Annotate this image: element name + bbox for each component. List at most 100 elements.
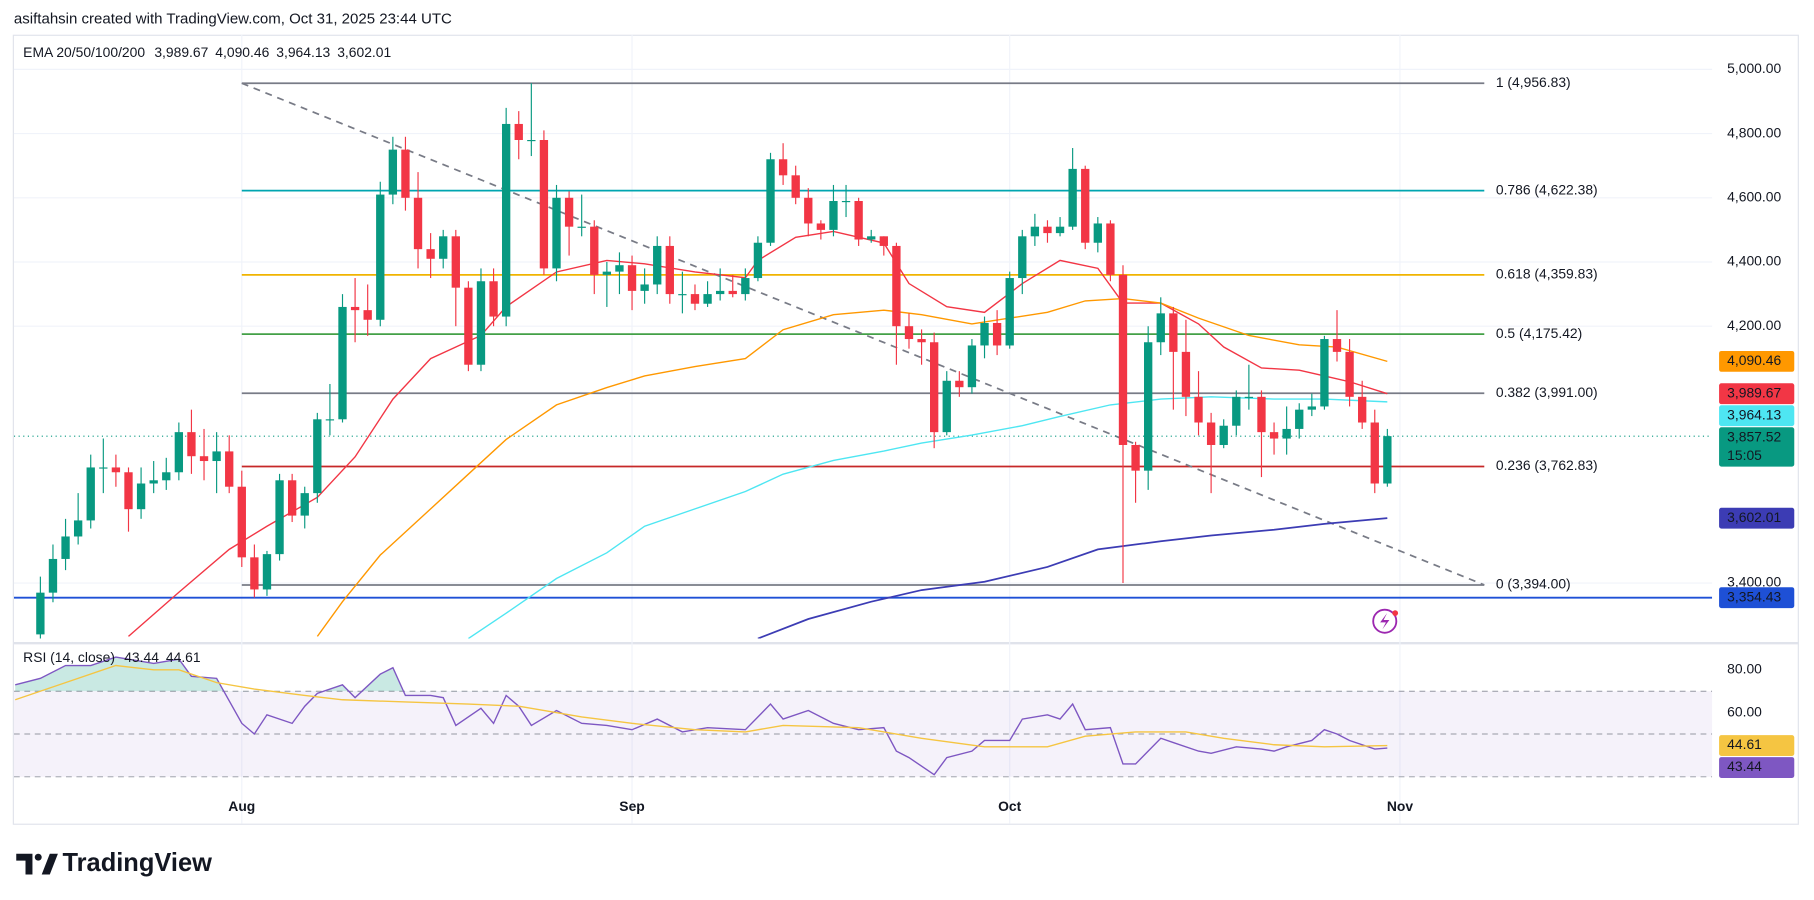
candle-body [892, 245, 901, 327]
rsi-overbought-fill [15, 657, 404, 692]
candle-body [992, 322, 1002, 346]
axis-value-box [1719, 757, 1795, 778]
candle-body [313, 419, 322, 494]
axis-value-box [1719, 350, 1795, 372]
candle-body [590, 226, 599, 275]
axis-value-box [1719, 405, 1795, 427]
rsi-tick-label: 80.00 [1727, 661, 1762, 677]
candle-body [728, 290, 737, 295]
candle-body [942, 380, 951, 433]
y-tick-label: 4,400.00 [1727, 253, 1781, 269]
candle-body [829, 200, 838, 230]
candle-body [1295, 409, 1304, 429]
candle-body [791, 175, 800, 198]
candle-body [451, 236, 460, 288]
candle-body [653, 245, 662, 285]
candle-body [1005, 278, 1014, 346]
candle-body [804, 197, 813, 224]
rsi-ma-line [14, 664, 1388, 748]
indicator-label: EMA 20/50/100/200 [23, 44, 145, 60]
y-tick-label: 4,600.00 [1727, 188, 1781, 204]
axis-value-label: 3,857.52 [1727, 428, 1781, 444]
candle-body [955, 380, 964, 388]
axis-value-box [1719, 587, 1795, 609]
ema-line [467, 396, 1388, 639]
candle-body [1232, 396, 1241, 426]
candle-body [439, 236, 448, 259]
candle-body [376, 194, 385, 320]
ema-line [128, 230, 1388, 637]
chart-frame [12, 34, 1799, 825]
candle-body [363, 310, 372, 320]
candle-body [577, 226, 586, 228]
rsi-tick-label: 60.00 [1727, 703, 1762, 719]
candle-body [841, 200, 851, 203]
candle-body [1018, 236, 1027, 279]
candle-body [917, 339, 926, 343]
candle-body [136, 483, 146, 510]
candle-body [627, 265, 637, 291]
candle-body [1244, 396, 1254, 398]
axis-value-box [1719, 383, 1795, 405]
candle-body [1307, 406, 1316, 410]
candle-body [1068, 168, 1077, 227]
candle-body [766, 159, 775, 243]
candle-body [1370, 422, 1379, 484]
candle-body [967, 345, 977, 388]
candle-body [199, 456, 209, 462]
legend-value: 3,964.13 [276, 44, 330, 60]
candle-body [149, 480, 158, 484]
candle-body [1106, 223, 1115, 275]
axis-value-box [1719, 427, 1795, 467]
axis-value-label: 3,989.67 [1727, 384, 1781, 400]
candle-body [111, 467, 121, 473]
fib-label: 0.236 (3,762.83) [1496, 457, 1598, 473]
candle-body [1156, 313, 1165, 343]
candle-body [413, 197, 423, 250]
lightning-icon [1372, 608, 1399, 634]
candle-body [1332, 339, 1342, 352]
candle-body [426, 249, 435, 259]
fib-label: 0 (3,394.00) [1496, 576, 1571, 592]
axis-value-label: 15:05 [1727, 447, 1762, 463]
candle-body [816, 223, 826, 230]
y-tick-label: 3,400.00 [1727, 574, 1781, 590]
candle-body [678, 294, 687, 296]
axis-value-label: 3,602.01 [1727, 509, 1781, 525]
candle-body [1320, 339, 1329, 407]
candle-body [741, 278, 750, 295]
axis-value-label: 44.61 [1727, 736, 1762, 752]
y-tick-label: 4,800.00 [1727, 124, 1781, 140]
candle-body [401, 149, 410, 198]
candle-body [1030, 226, 1040, 237]
candle-body [514, 123, 523, 141]
candle-body [124, 472, 133, 510]
candle-body [1181, 351, 1191, 397]
candle-body [602, 271, 612, 275]
candle-body [325, 419, 335, 421]
candle-body [61, 536, 70, 559]
attribution: asiftahsin created with TradingView.com,… [14, 11, 452, 28]
x-tick-label: Aug [228, 798, 255, 814]
candle-body [73, 520, 83, 537]
y-tick-label: 4,200.00 [1727, 317, 1781, 333]
fib-label: 0.382 (3,991.00) [1496, 384, 1598, 400]
candle-body [527, 140, 536, 142]
candle-body [1257, 396, 1266, 433]
candle-body [489, 281, 498, 317]
legend-value: 3,989.67 [154, 44, 208, 60]
candle-body [237, 486, 246, 558]
grid [13, 34, 1713, 824]
axis-value-label: 3,354.43 [1727, 588, 1781, 604]
price-pane [13, 82, 1713, 639]
candle-body [86, 467, 95, 521]
legend-value: 3,602.01 [337, 44, 391, 60]
candle-body [1043, 226, 1052, 234]
candle-body [854, 200, 863, 240]
brand-name: TradingView [63, 849, 213, 877]
candle-body [250, 557, 259, 590]
candle-body [1269, 432, 1279, 439]
candle-body [1383, 436, 1392, 484]
candle-body [476, 281, 486, 365]
